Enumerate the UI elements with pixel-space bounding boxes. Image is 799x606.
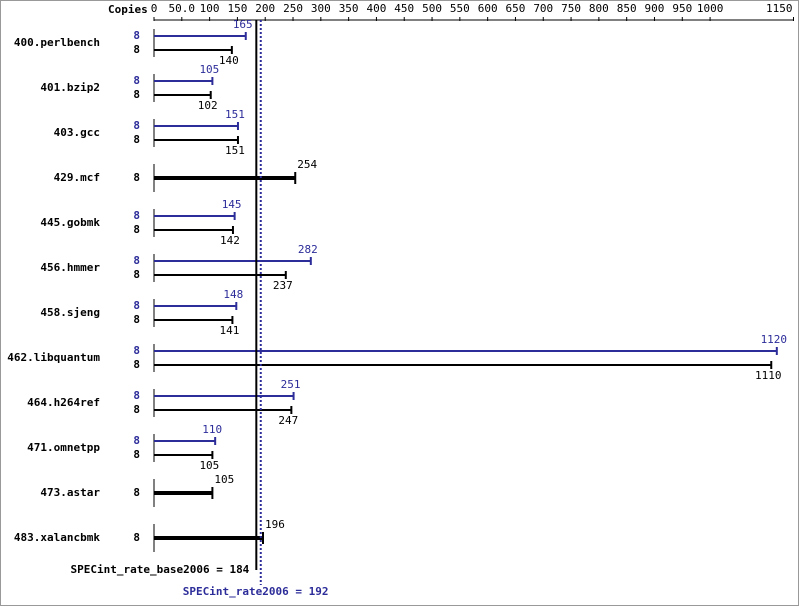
copies-label: 8 (133, 389, 140, 402)
copies-header: Copies (108, 3, 148, 16)
value-label: 105 (214, 473, 234, 486)
x-tick-label: 200 (255, 2, 275, 15)
copies-label: 8 (133, 43, 140, 56)
copies-label: 8 (133, 119, 140, 132)
category-label: 429.mcf (54, 171, 100, 184)
copies-label: 8 (133, 88, 140, 101)
category-label: 483.xalancbmk (14, 531, 100, 544)
category-label: 400.perlbench (14, 36, 100, 49)
value-label: 282 (298, 243, 318, 256)
value-label: 145 (222, 198, 242, 211)
copies-label: 8 (133, 268, 140, 281)
copies-label: 8 (133, 254, 140, 267)
reference-label: SPECint_rate_base2006 = 184 (71, 563, 250, 576)
bar (154, 491, 213, 495)
value-label: 148 (223, 288, 243, 301)
copies-label: 8 (133, 299, 140, 312)
x-tick-label: 50.0 (169, 2, 196, 15)
value-label: 165 (233, 18, 253, 31)
category-label: 445.gobmk (40, 216, 100, 229)
x-tick-label: 400 (366, 2, 386, 15)
value-label: 1110 (755, 369, 782, 382)
copies-label: 8 (133, 74, 140, 87)
x-tick-label: 150 (227, 2, 247, 15)
copies-label: 8 (133, 448, 140, 461)
copies-label: 8 (133, 29, 140, 42)
copies-label: 8 (133, 486, 140, 499)
value-label: 151 (225, 108, 245, 121)
value-label: 105 (199, 459, 219, 472)
value-label: 237 (273, 279, 293, 292)
category-label: 462.libquantum (7, 351, 100, 364)
category-label: 456.hmmer (40, 261, 100, 274)
x-tick-label: 900 (645, 2, 665, 15)
x-tick-label: 0 (151, 2, 158, 15)
x-tick-label: 750 (561, 2, 581, 15)
x-tick-label: 450 (394, 2, 414, 15)
x-tick-label: 350 (339, 2, 359, 15)
category-label: 403.gcc (54, 126, 100, 139)
value-label: 140 (219, 54, 239, 67)
copies-label: 8 (133, 403, 140, 416)
value-label: 151 (225, 144, 245, 157)
value-label: 251 (281, 378, 301, 391)
category-label: 458.sjeng (40, 306, 100, 319)
x-tick-label: 300 (311, 2, 331, 15)
copies-label: 8 (133, 133, 140, 146)
copies-label: 8 (133, 344, 140, 357)
category-label: 401.bzip2 (40, 81, 100, 94)
bar (154, 176, 296, 180)
x-tick-label: 950 (672, 2, 692, 15)
x-tick-label: 250 (283, 2, 303, 15)
category-label: 473.astar (40, 486, 100, 499)
x-tick-label: 850 (617, 2, 637, 15)
copies-label: 8 (133, 531, 140, 544)
x-tick-label: 600 (478, 2, 498, 15)
x-tick-label: 550 (450, 2, 470, 15)
x-tick-label: 100 (200, 2, 220, 15)
x-tick-label: 1150 (766, 2, 793, 15)
x-tick-label: 700 (533, 2, 553, 15)
bar (154, 536, 263, 540)
x-tick-label: 800 (589, 2, 609, 15)
category-label: 471.omnetpp (27, 441, 100, 454)
x-tick-label: 650 (506, 2, 526, 15)
value-label: 102 (198, 99, 218, 112)
value-label: 105 (199, 63, 219, 76)
value-label: 142 (220, 234, 240, 247)
value-label: 141 (219, 324, 239, 337)
copies-label: 8 (133, 209, 140, 222)
copies-label: 8 (133, 358, 140, 371)
category-label: 464.h264ref (27, 396, 100, 409)
value-label: 196 (265, 518, 285, 531)
reference-label: SPECint_rate2006 = 192 (183, 585, 329, 598)
x-tick-label: 500 (422, 2, 442, 15)
copies-label: 8 (133, 223, 140, 236)
value-label: 110 (202, 423, 222, 436)
value-label: 247 (278, 414, 298, 427)
x-tick-label: 1000 (697, 2, 724, 15)
value-label: 1120 (761, 333, 788, 346)
copies-label: 8 (133, 313, 140, 326)
value-label: 254 (297, 158, 317, 171)
copies-label: 8 (133, 434, 140, 447)
copies-label: 8 (133, 171, 140, 184)
